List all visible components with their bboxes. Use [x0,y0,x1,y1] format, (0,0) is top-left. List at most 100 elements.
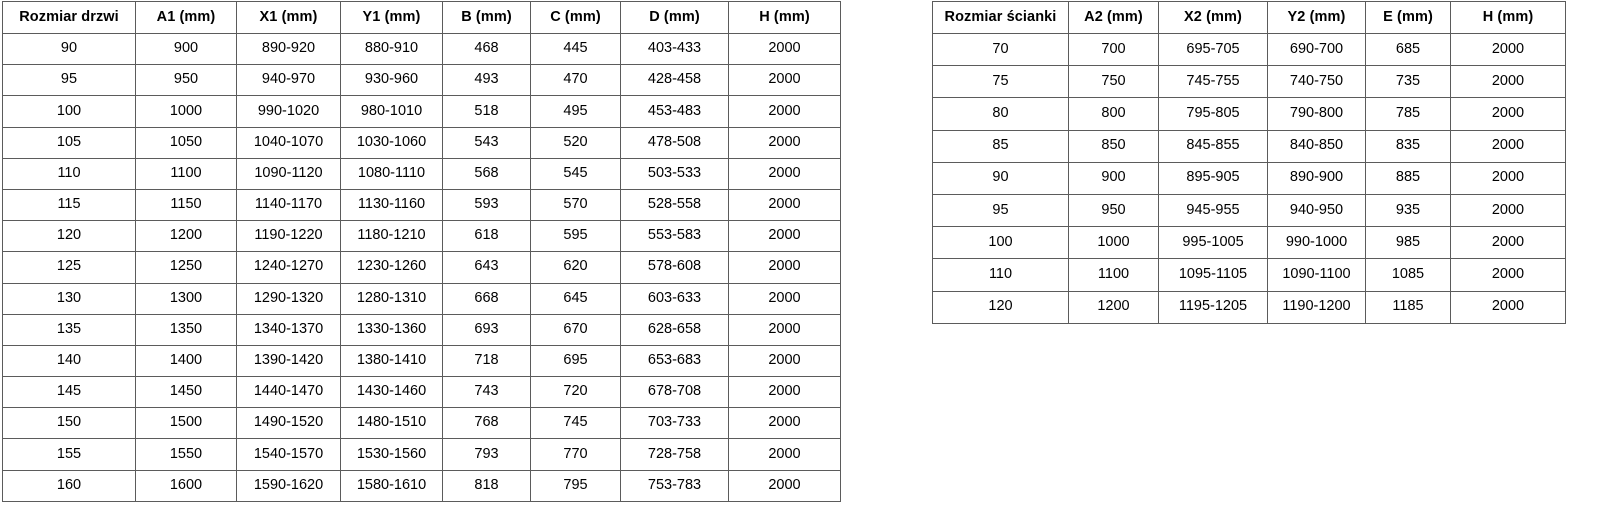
walls-cell-e: 935 [1365,193,1451,228]
table-header-row: Rozmiar drzwi A1 (mm) X1 (mm) Y1 (mm) B … [2,1,841,34]
doors-cell-d: 503-533 [620,157,729,190]
doors-cell-y1: 1530-1560 [340,438,443,471]
table-row: 100 1000 990-1020 980-1010 518 495 453-483 2000 [2,95,841,128]
doors-col-header-c: C (mm) [530,1,621,34]
doors-cell-d: 428-458 [620,64,729,97]
table-header-row: Rozmiar ścianki A2 (mm) X2 (mm) Y2 (mm) … [932,1,1566,34]
walls-cell-h: 2000 [1450,193,1566,228]
doors-cell-c: 720 [530,376,621,409]
walls-cell-x2: 745-755 [1158,65,1268,99]
doors-cell-h: 2000 [728,407,841,440]
doors-cell-c: 795 [530,469,621,502]
walls-cell-size: 100 [932,226,1069,260]
doors-cell-d: 703-733 [620,407,729,440]
doors-cell-b: 568 [442,157,531,190]
doors-cell-a1: 1150 [135,188,237,222]
doors-cell-h: 2000 [728,95,841,128]
doors-cell-b: 493 [442,64,531,97]
doors-cell-x1: 940-970 [236,64,341,97]
walls-cell-a2: 800 [1068,97,1159,131]
doors-cell-a1: 1450 [135,376,237,409]
doors-cell-x1: 1390-1420 [236,344,341,378]
doors-cell-d: 553-583 [620,220,729,253]
walls-cell-x2: 1195-1205 [1158,290,1268,324]
doors-cell-h: 2000 [728,313,841,346]
walls-cell-e: 1085 [1365,258,1451,292]
doors-cell-h: 2000 [728,32,841,66]
doors-cell-a1: 1000 [135,95,237,128]
doors-cell-size: 135 [2,313,136,346]
doors-cell-b: 743 [442,376,531,409]
doors-cell-x1: 1590-1620 [236,469,341,502]
doors-cell-x1: 890-920 [236,32,341,66]
doors-cell-x1: 1240-1270 [236,251,341,284]
doors-cell-size: 95 [2,64,136,97]
doors-cell-x1: 1490-1520 [236,407,341,440]
doors-cell-y1: 1080-1110 [340,157,443,190]
doors-cell-y1: 1580-1610 [340,469,443,502]
doors-cell-d: 578-608 [620,251,729,284]
walls-cell-h: 2000 [1450,290,1566,324]
doors-cell-h: 2000 [728,438,841,471]
table-row: 85 850 845-855 840-850 835 2000 [932,129,1566,163]
doors-cell-d: 603-633 [620,282,729,315]
doors-cell-b: 593 [442,188,531,222]
doors-col-header-x1: X1 (mm) [236,1,341,34]
doors-cell-a1: 1350 [135,313,237,346]
walls-cell-a2: 900 [1068,161,1159,195]
doors-cell-y1: 1380-1410 [340,344,443,378]
table-row: 115 1150 1140-1170 1130-1160 593 570 528-558 20… [2,188,841,222]
doors-cell-h: 2000 [728,344,841,378]
doors-cell-b: 468 [442,32,531,66]
walls-cell-y2: 690-700 [1267,32,1366,67]
walls-cell-e: 835 [1365,129,1451,163]
walls-cell-h: 2000 [1450,65,1566,99]
doors-cell-x1: 1140-1170 [236,188,341,222]
doors-cell-h: 2000 [728,220,841,253]
doors-cell-a1: 1550 [135,438,237,471]
walls-cell-h: 2000 [1450,161,1566,195]
walls-cell-a2: 850 [1068,129,1159,163]
walls-cell-x2: 845-855 [1158,129,1268,163]
doors-cell-h: 2000 [728,64,841,97]
walls-cell-size: 90 [932,161,1069,195]
doors-cell-b: 768 [442,407,531,440]
table-row: 120 1200 1195-1205 1190-1200 1185 2000 [932,290,1566,324]
doors-cell-y1: 930-960 [340,64,443,97]
walls-cell-a2: 750 [1068,65,1159,99]
doors-cell-d: 478-508 [620,126,729,159]
doors-cell-x1: 1040-1070 [236,126,341,159]
doors-table-body: 90 900 890-920 880-910 468 445 403-433 2000 95 95… [2,32,841,502]
doors-cell-a1: 1400 [135,344,237,378]
walls-cell-y2: 990-1000 [1267,226,1366,260]
table-row: 100 1000 995-1005 990-1000 985 2000 [932,226,1566,260]
doors-cell-a1: 1050 [135,126,237,159]
doors-cell-d: 628-658 [620,313,729,346]
doors-cell-b: 643 [442,251,531,284]
doors-dimensions-table: Rozmiar drzwi A1 (mm) X1 (mm) Y1 (mm) B … [2,1,841,502]
doors-col-header-b: B (mm) [442,1,531,34]
doors-cell-h: 2000 [728,251,841,284]
doors-cell-size: 110 [2,157,136,190]
table-row: 75 750 745-755 740-750 735 2000 [932,65,1566,99]
table-row: 130 1300 1290-1320 1280-1310 668 645 603-633 20… [2,282,841,315]
doors-cell-b: 693 [442,313,531,346]
walls-cell-y2: 840-850 [1267,129,1366,163]
walls-cell-a2: 1000 [1068,226,1159,260]
doors-cell-d: 753-783 [620,469,729,502]
walls-cell-h: 2000 [1450,97,1566,131]
walls-cell-size: 95 [932,193,1069,228]
doors-cell-h: 2000 [728,376,841,409]
doors-cell-a1: 1250 [135,251,237,284]
doors-cell-b: 543 [442,126,531,159]
doors-cell-h: 2000 [728,282,841,315]
walls-cell-y2: 890-900 [1267,161,1366,195]
walls-table-container: Rozmiar ścianki A2 (mm) X2 (mm) Y2 (mm) … [932,1,1566,324]
walls-cell-a2: 1200 [1068,290,1159,324]
doors-cell-y1: 1130-1160 [340,188,443,222]
doors-cell-d: 728-758 [620,438,729,471]
doors-cell-size: 105 [2,126,136,159]
doors-cell-b: 518 [442,95,531,128]
table-row: 110 1100 1095-1105 1090-1100 1085 2000 [932,258,1566,292]
doors-col-header-d: D (mm) [620,1,729,34]
